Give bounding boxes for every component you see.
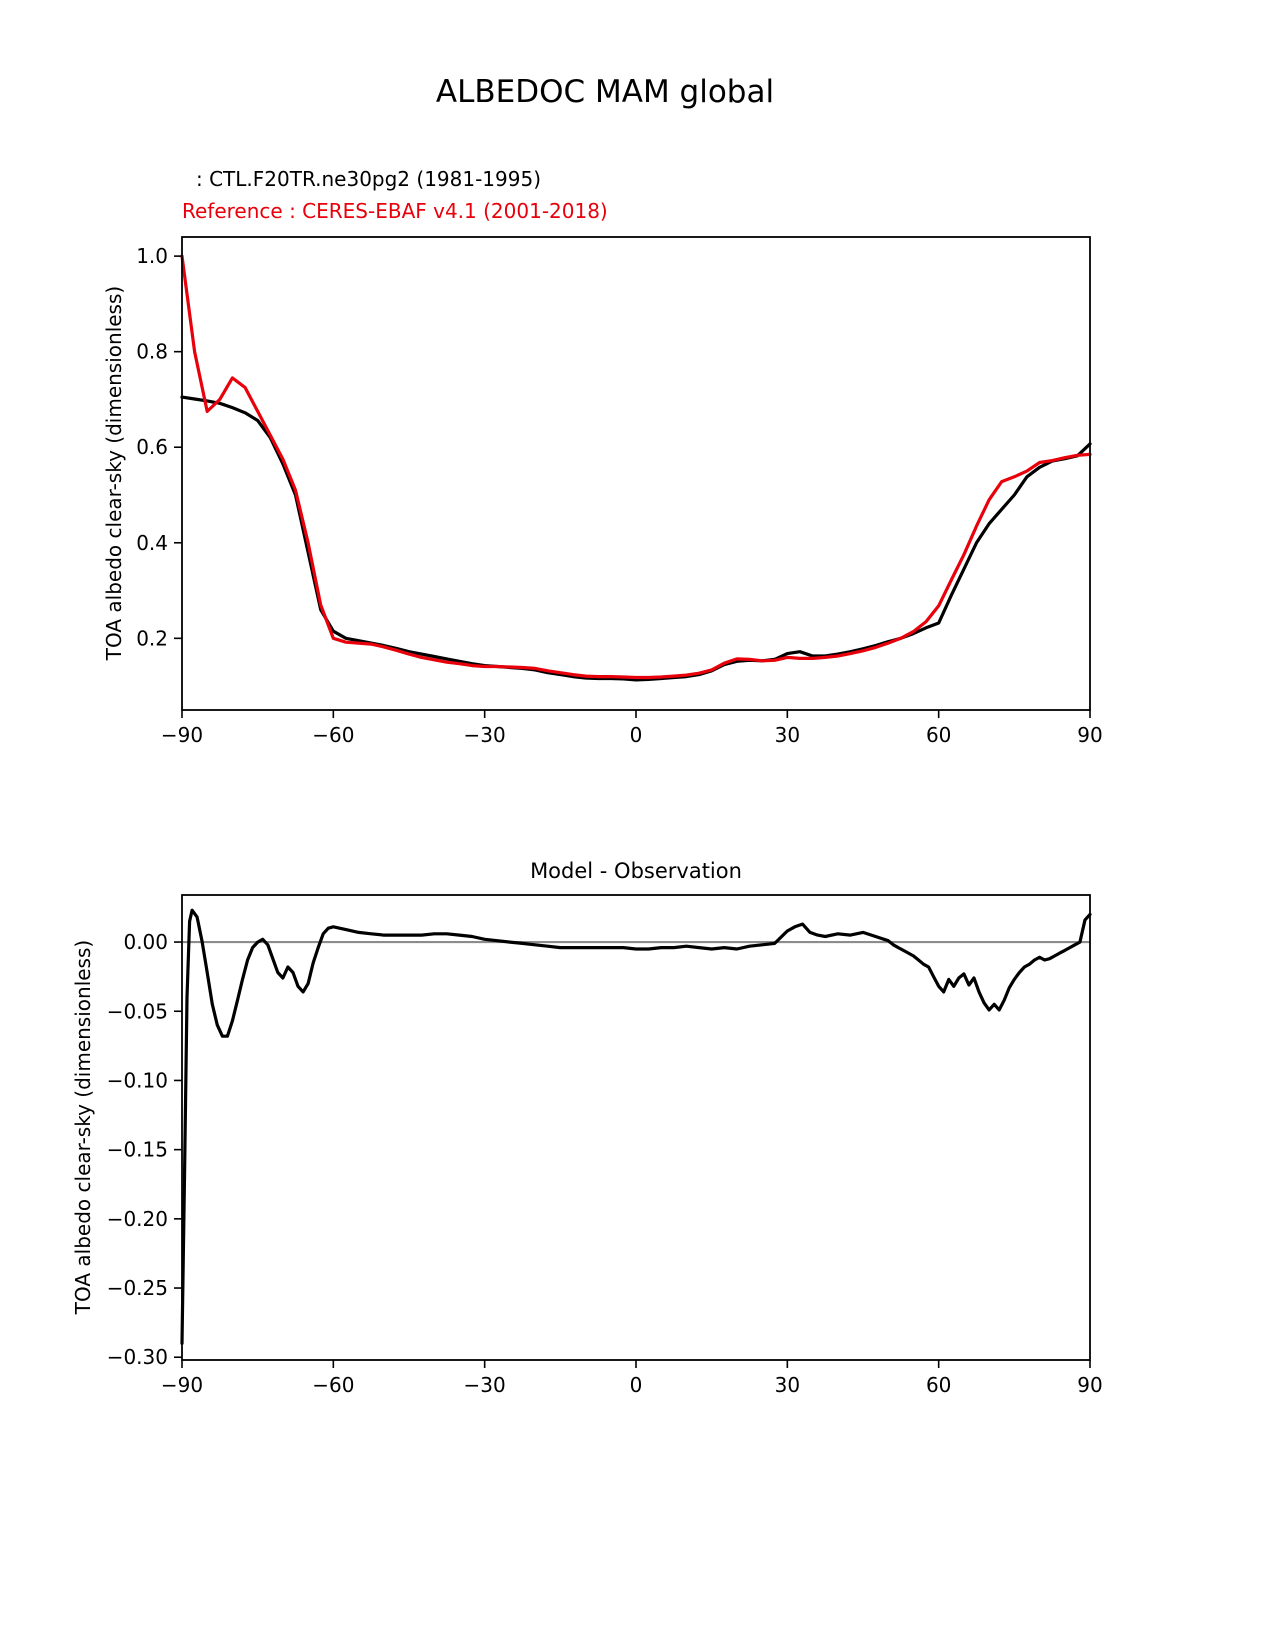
series-line-ctl-f20tr-ne30pg2-1981-1995 <box>180 395 1092 682</box>
y-tick-label: 1.0 <box>136 244 168 268</box>
x-tick-label: 30 <box>775 1373 800 1397</box>
axes-box <box>181 236 1091 711</box>
y-tick-label: 0.00 <box>123 930 168 954</box>
x-tick-label: −30 <box>464 723 506 747</box>
y-tick-label: −0.25 <box>107 1276 168 1300</box>
axes-box <box>181 894 1091 1361</box>
x-tick-label: 90 <box>1077 1373 1102 1397</box>
series-line-model-observation <box>180 908 1092 1346</box>
x-tick-label: −90 <box>161 1373 203 1397</box>
y-tick-label: 0.6 <box>136 435 168 459</box>
x-tick-label: −60 <box>312 723 354 747</box>
x-tick-label: 90 <box>1077 723 1102 747</box>
x-tick-label: 60 <box>926 1373 951 1397</box>
x-tick-label: 0 <box>630 723 643 747</box>
x-tick-label: −30 <box>464 1373 506 1397</box>
y-tick-label: 0.2 <box>136 626 168 650</box>
y-tick-label: 0.4 <box>136 531 168 555</box>
legend-model-label: : CTL.F20TR.ne30pg2 (1981-1995) <box>196 167 542 191</box>
x-tick-label: 60 <box>926 723 951 747</box>
legend-reference-label: Reference : CERES-EBAF v4.1 (2001-2018) <box>182 199 608 223</box>
x-tick-label: −60 <box>312 1373 354 1397</box>
y-tick-label: −0.15 <box>107 1138 168 1162</box>
bottom-panel-title: Model - Observation <box>530 859 742 883</box>
x-tick-label: 0 <box>630 1373 643 1397</box>
y-tick-label: −0.30 <box>107 1345 168 1369</box>
x-tick-label: −90 <box>161 723 203 747</box>
series-line-ceres-ebaf-v4-1-2001-2018 <box>180 254 1092 680</box>
y-tick-label: −0.20 <box>107 1207 168 1231</box>
y-tick-label: −0.05 <box>107 999 168 1023</box>
figure-title: ALBEDOC MAM global <box>435 74 775 110</box>
y-tick-label: 0.8 <box>136 340 168 364</box>
y-tick-label: −0.10 <box>107 1068 168 1092</box>
x-tick-label: 30 <box>775 723 800 747</box>
